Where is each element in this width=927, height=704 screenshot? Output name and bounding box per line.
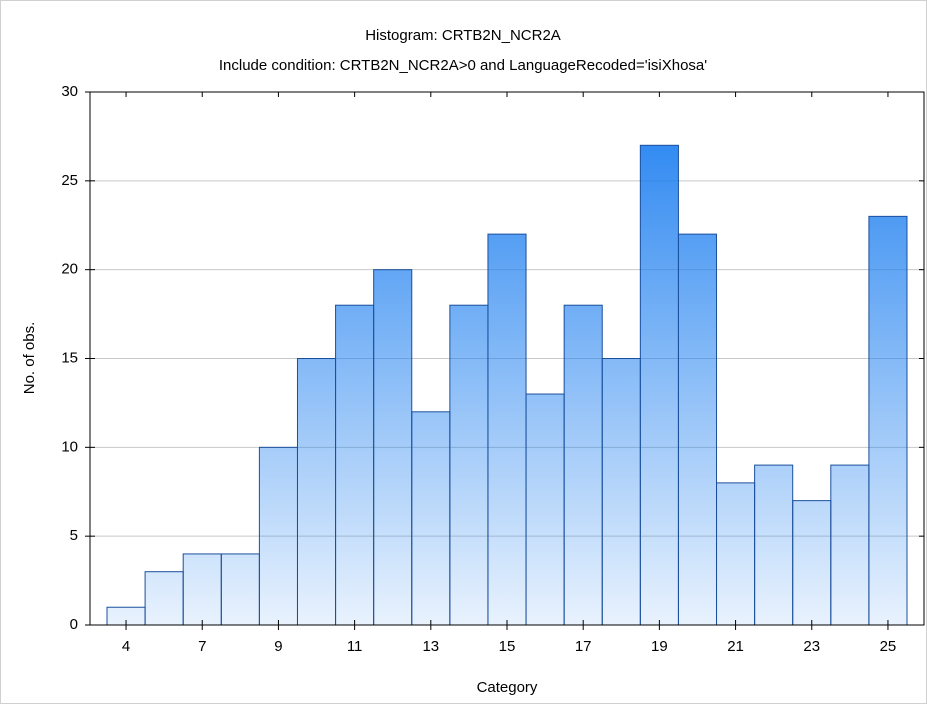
y-tick-label: 10 [61, 438, 78, 455]
bar [716, 482, 756, 626]
bar [220, 553, 260, 626]
bar [487, 233, 527, 626]
y-tick-label: 20 [61, 261, 78, 278]
x-tick-label: 9 [274, 638, 282, 655]
x-tick-label: 21 [727, 638, 744, 655]
x-tick-label: 25 [880, 638, 897, 655]
bar [335, 304, 375, 626]
bar [830, 464, 870, 626]
y-axis-label: No. of obs. [21, 322, 38, 395]
bar [258, 446, 298, 626]
x-tick-label: 19 [651, 638, 668, 655]
bar [792, 500, 832, 626]
bar [677, 233, 718, 626]
bar [411, 411, 451, 626]
bar [296, 358, 337, 626]
bar [525, 393, 565, 626]
bar [182, 553, 222, 626]
x-tick-label: 23 [803, 638, 820, 655]
chart-title: Histogram: CRTB2N_NCR2A [365, 27, 561, 44]
bar [601, 358, 641, 626]
bar [449, 304, 489, 626]
x-tick-label: 11 [347, 638, 363, 655]
y-tick-label: 0 [70, 616, 78, 633]
chart-subtitle: Include condition: CRTB2N_NCR2A>0 and La… [219, 57, 707, 74]
y-tick-label: 15 [61, 349, 78, 366]
x-tick-label: 17 [575, 638, 592, 655]
x-tick-label: 13 [422, 638, 439, 655]
x-axis-label: Category [477, 679, 538, 696]
x-tick-label: 4 [122, 638, 130, 655]
bar [868, 215, 908, 626]
x-tick-label: 15 [499, 638, 516, 655]
y-tick-label: 5 [70, 527, 78, 544]
bar [144, 571, 184, 626]
plot-frame [89, 91, 925, 626]
y-tick-label: 25 [61, 172, 78, 189]
bar [754, 464, 794, 626]
bar [639, 144, 679, 626]
x-tick-label: 7 [198, 638, 206, 655]
y-tick-label: 30 [61, 83, 78, 100]
bar [563, 304, 603, 626]
bar [373, 269, 413, 626]
